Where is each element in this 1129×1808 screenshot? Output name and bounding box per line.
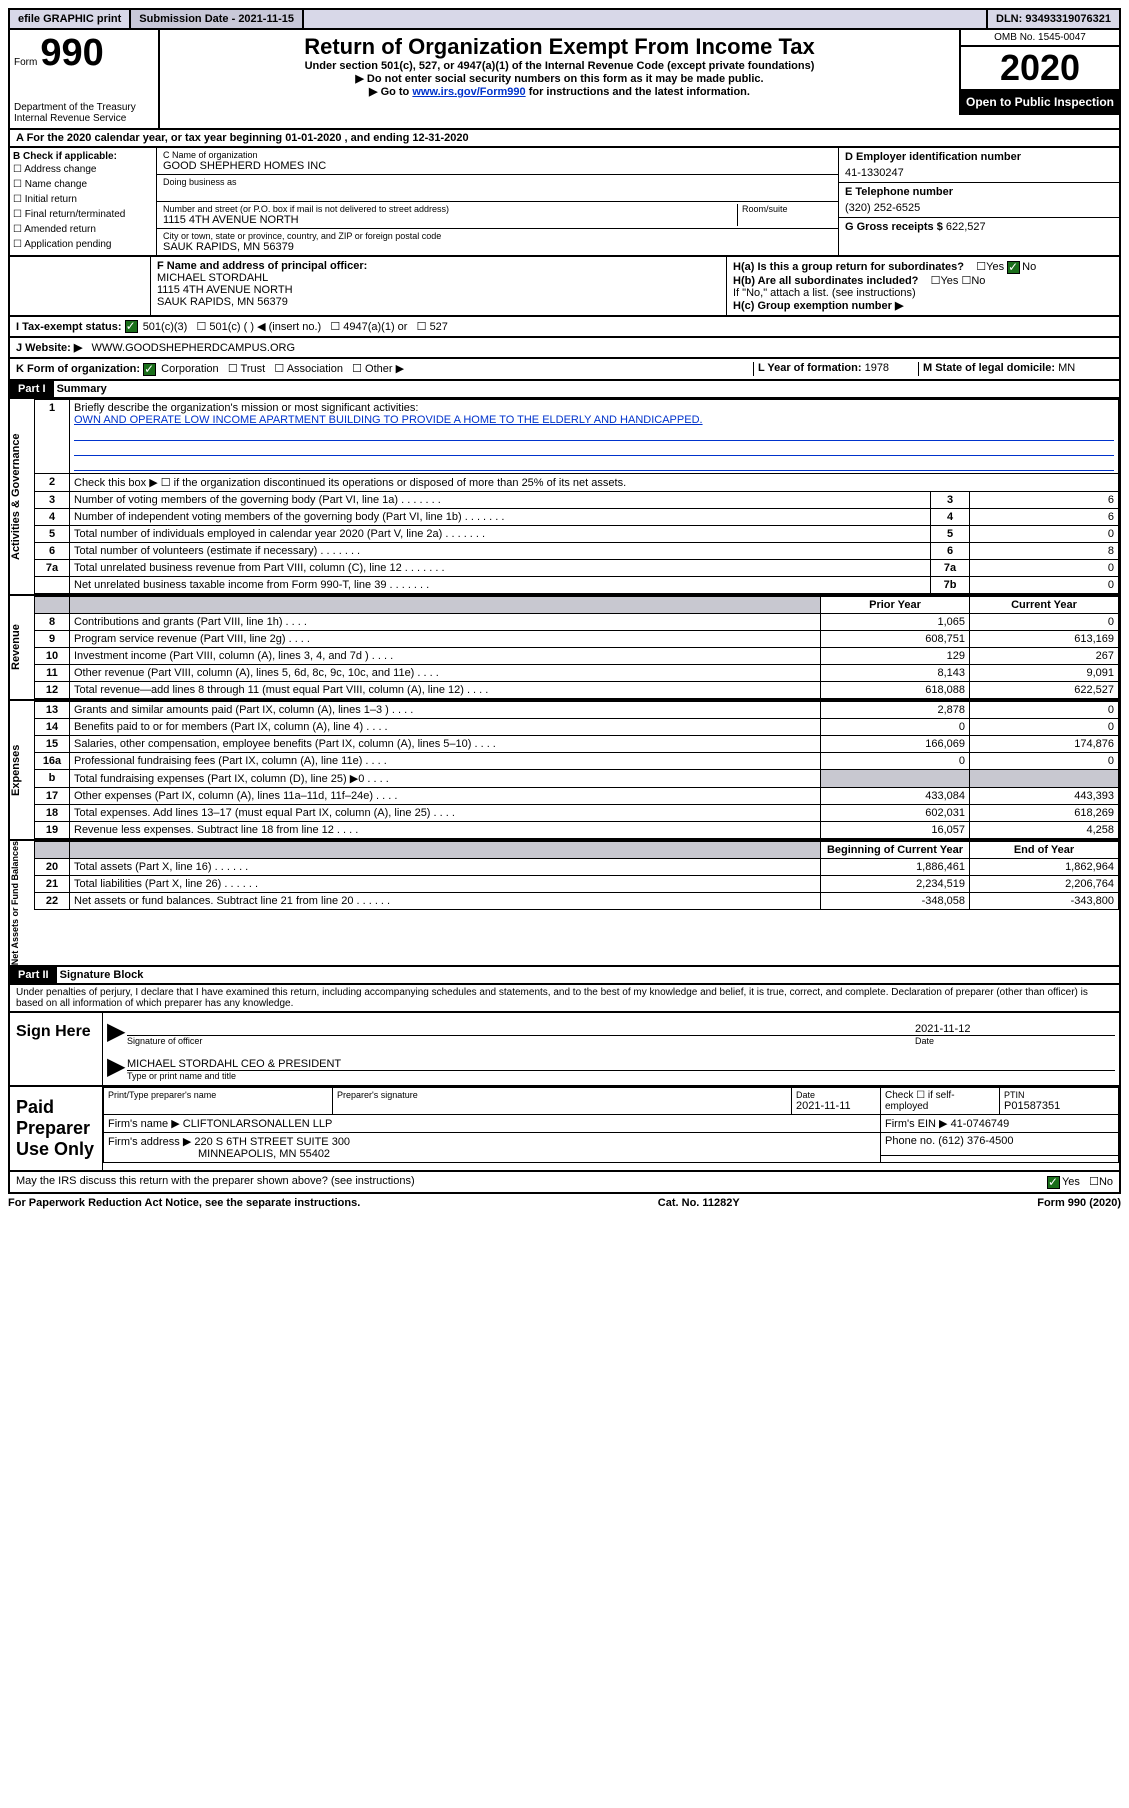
chk-name-change[interactable]: ☐ Name change (13, 177, 153, 192)
vert-revenue: Revenue (10, 596, 34, 699)
mission-text: OWN AND OPERATE LOW INCOME APARTMENT BUI… (74, 414, 703, 426)
chk-corp[interactable] (143, 363, 156, 376)
part2-header-row: Part II Signature Block (8, 967, 1121, 985)
sign-here-label: Sign Here (10, 1013, 102, 1085)
governance-table: 1 Briefly describe the organization's mi… (34, 399, 1119, 594)
form-number: 990 (40, 32, 103, 74)
officer-h-block: F Name and address of principal officer:… (8, 257, 1121, 317)
firm-name: CLIFTONLARSONALLEN LLP (183, 1118, 333, 1130)
section-b: B Check if applicable: ☐ Address change … (10, 148, 157, 255)
part2-title: Signature Block (60, 967, 148, 983)
expenses-table: 13Grants and similar amounts paid (Part … (34, 701, 1119, 839)
instructions-link[interactable]: www.irs.gov/Form990 (412, 86, 525, 98)
netassets-table: Beginning of Current YearEnd of Year 20T… (34, 841, 1119, 910)
chk-address-change[interactable]: ☐ Address change (13, 162, 153, 177)
officer-printed-name: MICHAEL STORDAHL CEO & PRESIDENT (127, 1052, 1115, 1071)
part1-header: Part I (10, 381, 54, 397)
netassets-section: Net Assets or Fund Balances Beginning of… (8, 841, 1121, 967)
section-d: D Employer identification number41-13302… (838, 148, 1119, 255)
vert-netassets: Net Assets or Fund Balances (10, 841, 34, 965)
paid-preparer-block: Paid Preparer Use Only Print/Type prepar… (8, 1087, 1121, 1172)
vert-expenses: Expenses (10, 701, 34, 839)
form-ref: Form 990 (2020) (1037, 1197, 1121, 1209)
part1-header-row: Part I Summary (8, 381, 1121, 399)
chk-initial-return[interactable]: ☐ Initial return (13, 192, 153, 207)
sig-date: 2021-11-12 (915, 1023, 1115, 1035)
street: 1115 4TH AVENUE NORTH (163, 214, 299, 226)
city-state-zip: SAUK RAPIDS, MN 56379 (163, 241, 294, 253)
efile-label[interactable]: efile GRAPHIC print (10, 10, 131, 28)
firm-addr1: 220 S 6TH STREET SUITE 300 (194, 1136, 350, 1148)
officer-name: MICHAEL STORDAHL (157, 272, 268, 284)
year-formation: 1978 (865, 362, 889, 374)
dept-label: Department of the Treasury Internal Reve… (14, 102, 154, 124)
section-k: K Form of organization: Corporation ☐ Tr… (8, 359, 1121, 381)
chk-app-pending[interactable]: ☐ Application pending (13, 237, 153, 252)
phone: (320) 252-6525 (845, 198, 1113, 214)
instr-2: ▶ Go to www.irs.gov/Form990 for instruct… (164, 85, 955, 98)
section-f: F Name and address of principal officer:… (151, 257, 726, 315)
chk-501c3[interactable] (125, 320, 138, 333)
omb-number: OMB No. 1545-0047 (959, 30, 1119, 47)
firm-phone: (612) 376-4500 (938, 1135, 1013, 1147)
revenue-section: Revenue Prior YearCurrent Year 8Contribu… (8, 596, 1121, 701)
chk-final-return[interactable]: ☐ Final return/terminated (13, 207, 153, 222)
declaration: Under penalties of perjury, I declare th… (8, 985, 1121, 1013)
form-title: Return of Organization Exempt From Incom… (164, 34, 955, 60)
form-label: Form (14, 57, 37, 68)
ha-no-checked[interactable] (1007, 261, 1020, 274)
paperwork-notice: For Paperwork Reduction Act Notice, see … (8, 1197, 360, 1209)
section-h: H(a) Is this a group return for subordin… (726, 257, 1119, 315)
gross-receipts: 622,527 (946, 221, 986, 233)
discuss-yes[interactable] (1047, 1176, 1060, 1189)
public-inspection: Open to Public Inspection (959, 89, 1119, 115)
discuss-row: May the IRS discuss this return with the… (8, 1172, 1121, 1194)
ein: 41-1330247 (845, 163, 1113, 179)
paid-preparer-label: Paid Preparer Use Only (10, 1087, 102, 1170)
part2-header: Part II (10, 967, 57, 983)
vert-governance: Activities & Governance (10, 399, 34, 594)
sign-here-block: Sign Here ▶ 2021-11-12 Signature of offi… (8, 1013, 1121, 1087)
section-j: J Website: ▶ WWW.GOODSHEPHERDCAMPUS.ORG (8, 338, 1121, 359)
section-i: I Tax-exempt status: 501(c)(3) ☐ 501(c) … (8, 317, 1121, 339)
instr-1: ▶ Do not enter social security numbers o… (164, 72, 955, 85)
ptin: P01587351 (1004, 1100, 1060, 1112)
cat-no: Cat. No. 11282Y (658, 1197, 740, 1209)
footer: For Paperwork Reduction Act Notice, see … (8, 1194, 1121, 1212)
part1-title: Summary (57, 381, 111, 397)
firm-ein: 41-0746749 (951, 1118, 1010, 1130)
expenses-section: Expenses 13Grants and similar amounts pa… (8, 701, 1121, 841)
tax-year: 2020 (959, 47, 1119, 89)
governance-section: Activities & Governance 1 Briefly descri… (8, 399, 1121, 596)
revenue-table: Prior YearCurrent Year 8Contributions an… (34, 596, 1119, 699)
form-subtitle: Under section 501(c), 527, or 4947(a)(1)… (164, 60, 955, 72)
website: WWW.GOODSHEPHERDCAMPUS.ORG (92, 342, 296, 354)
dln: DLN: 93493319076321 (986, 10, 1119, 28)
prep-date: 2021-11-11 (796, 1100, 851, 1112)
chk-amended[interactable]: ☐ Amended return (13, 222, 153, 237)
row-a-tax-year: A For the 2020 calendar year, or tax yea… (8, 130, 1121, 148)
section-c: C Name of organizationGOOD SHEPHERD HOME… (157, 148, 838, 255)
org-name: GOOD SHEPHERD HOMES INC (163, 160, 326, 172)
form-header: Form 990 Department of the Treasury Inte… (8, 30, 1121, 130)
entity-block: B Check if applicable: ☐ Address change … (8, 148, 1121, 257)
top-bar: efile GRAPHIC print Submission Date - 20… (8, 8, 1121, 30)
state-domicile: MN (1058, 362, 1075, 374)
firm-addr2: MINNEAPOLIS, MN 55402 (108, 1148, 330, 1160)
submission-date: Submission Date - 2021-11-15 (131, 10, 304, 28)
